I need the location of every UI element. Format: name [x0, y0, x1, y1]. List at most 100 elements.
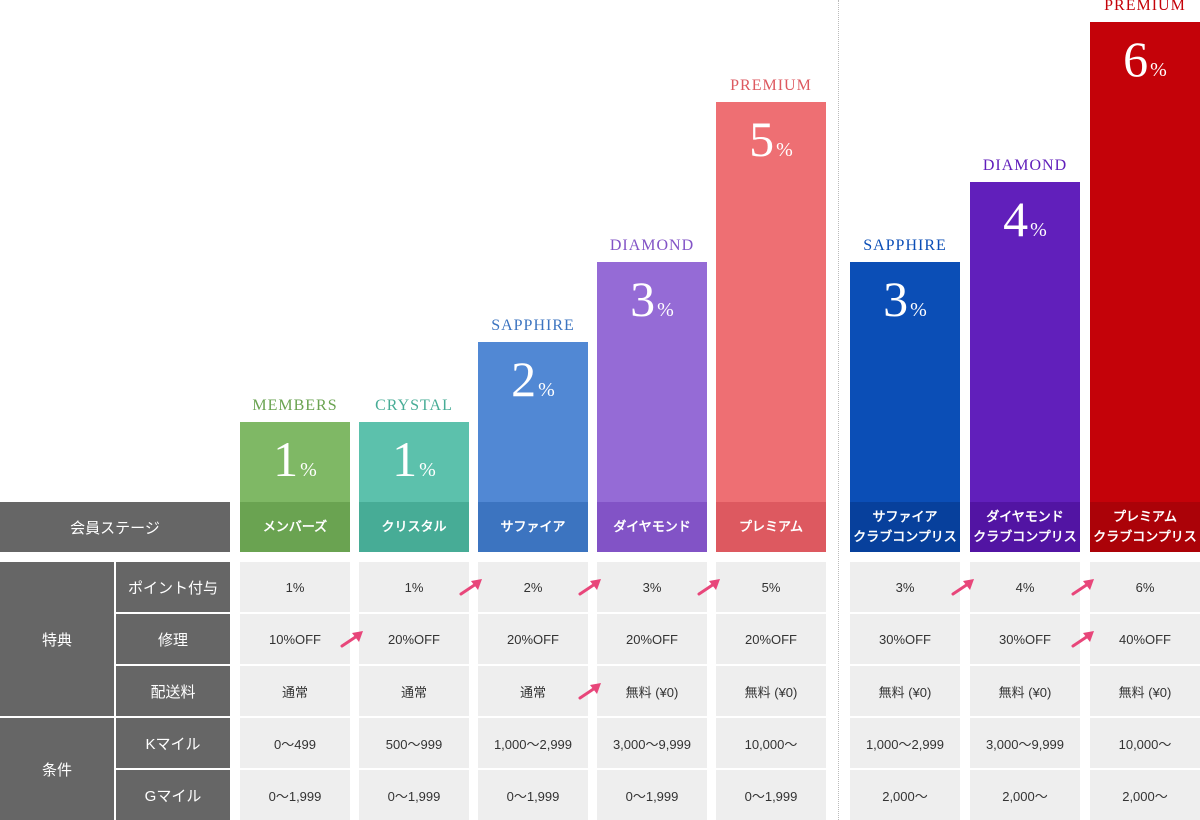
tier-stage-name: サファイア [500, 519, 566, 534]
tier-stage-name: クリスタル [381, 519, 447, 534]
tier-bar [359, 422, 469, 502]
tier-stage-label: プレミアム [716, 502, 826, 552]
tier-stage-label: ダイヤモンド クラブコンプリス [970, 502, 1080, 552]
tier-bar [478, 342, 588, 502]
tier-percent: 3% [850, 270, 960, 328]
tier-bar [240, 422, 350, 502]
points-row-header: ポイント付与 [116, 562, 230, 612]
benefits-header-label: 特典 [41, 631, 72, 649]
tier-stage-label: ダイヤモンド [597, 502, 707, 552]
tier-bar [716, 102, 826, 502]
tier-percent: 1% [240, 430, 350, 488]
stage-header: 会員ステージ [0, 502, 230, 552]
conditions-header: 条件 [0, 718, 114, 820]
tier-name: PREMIUM [1104, 0, 1186, 14]
tier-percent-unit: % [1030, 219, 1047, 241]
upgrade-arrow-icon [340, 631, 363, 648]
tier-stage-subname: クラブコンプリス [973, 529, 1077, 544]
tier-percent: 5% [716, 110, 826, 168]
cell-kmile: 10,000〜 [1090, 718, 1200, 768]
repair-row-label: 修理 [157, 631, 188, 649]
upgrade-arrow-icon [697, 579, 720, 596]
tier-percent-unit: % [910, 299, 927, 321]
cell-points: 3% [597, 562, 707, 612]
tier-percent: 6% [1090, 30, 1200, 88]
upgrade-arrow-icon [951, 579, 974, 596]
tier-percent-unit: % [776, 139, 793, 161]
cell-kmile: 3,000〜9,999 [597, 718, 707, 768]
points-row-label: ポイント付与 [127, 579, 218, 597]
tier-bar [1090, 22, 1200, 502]
tier-percent: 4% [970, 190, 1080, 248]
tier-name: SAPPHIRE [491, 317, 575, 334]
cell-gmile: 2,000〜 [850, 770, 960, 820]
tier-percent-number: 4 [1003, 191, 1029, 247]
tier-percent-unit: % [657, 299, 674, 321]
cell-points: 3% [850, 562, 960, 612]
cell-shipping: 通常 [359, 666, 469, 716]
tier-bar [597, 262, 707, 502]
cell-kmile: 10,000〜 [716, 718, 826, 768]
tier-stage-label: クリスタル [359, 502, 469, 552]
repair-row-header: 修理 [116, 614, 230, 664]
tier-bar [850, 262, 960, 502]
cell-repair: 20%OFF [716, 614, 826, 664]
upgrade-arrow-icon [1071, 631, 1094, 648]
tier-stage-name: サファイア [872, 509, 938, 524]
cell-gmile: 0〜1,999 [478, 770, 588, 820]
tier-name: DIAMOND [609, 237, 695, 254]
stage-header-label: 会員ステージ [70, 519, 160, 537]
tier-stage-name: プレミアム [738, 519, 804, 534]
cell-shipping: 無料 (¥0) [970, 666, 1080, 716]
tier-percent: 3% [597, 270, 707, 328]
cell-gmile: 0〜1,999 [240, 770, 350, 820]
tier-name: DIAMOND [982, 157, 1068, 174]
cell-kmile: 0〜499 [240, 718, 350, 768]
shipping-row-label: 配送料 [150, 683, 196, 701]
tier-name: PREMIUM [730, 77, 812, 94]
kmile-row-label: Kマイル [145, 735, 201, 753]
tier-percent-number: 5 [749, 111, 775, 167]
cell-shipping: 無料 (¥0) [1090, 666, 1200, 716]
tier-stage-name: プレミアム [1112, 509, 1178, 524]
tier-stage-subname: クラブコンプリス [1093, 529, 1197, 544]
cell-points: 6% [1090, 562, 1200, 612]
cell-repair: 10%OFF [240, 614, 350, 664]
upgrade-arrow-icon [459, 579, 482, 596]
tier-percent-unit: % [1150, 59, 1167, 81]
cell-gmile: 0〜1,999 [597, 770, 707, 820]
cell-kmile: 1,000〜2,999 [478, 718, 588, 768]
tier-percent-unit: % [419, 459, 436, 481]
cell-points: 1% [359, 562, 469, 612]
tier-percent-number: 1 [392, 431, 418, 487]
tier-name: CRYSTAL [375, 397, 453, 414]
cell-gmile: 2,000〜 [1090, 770, 1200, 820]
tier-percent-number: 1 [273, 431, 299, 487]
tier-percent-number: 2 [511, 351, 537, 407]
cell-gmile: 0〜1,999 [359, 770, 469, 820]
cell-repair: 20%OFF [478, 614, 588, 664]
tier-percent-number: 6 [1123, 31, 1149, 87]
tier-stage-name: ダイヤモンド [613, 519, 691, 534]
cell-shipping: 無料 (¥0) [850, 666, 960, 716]
cell-shipping: 通常 [478, 666, 588, 716]
conditions-header-label: 条件 [41, 761, 72, 779]
tier-stage-label: メンバーズ [240, 502, 350, 552]
cell-shipping: 無料 (¥0) [716, 666, 826, 716]
tier-stage-subname: クラブコンプリス [853, 529, 957, 544]
tier-percent: 1% [359, 430, 469, 488]
cell-repair: 20%OFF [359, 614, 469, 664]
cell-gmile: 2,000〜 [970, 770, 1080, 820]
cell-shipping: 無料 (¥0) [597, 666, 707, 716]
cell-repair: 30%OFF [850, 614, 960, 664]
cell-gmile: 0〜1,999 [716, 770, 826, 820]
cell-points: 5% [716, 562, 826, 612]
benefits-header: 特典 [0, 562, 114, 716]
tier-stage-label: プレミアムクラブコンプリス [1090, 502, 1200, 552]
cell-points: 4% [970, 562, 1080, 612]
tier-name: SAPPHIRE [863, 237, 947, 254]
shipping-row-header: 配送料 [116, 666, 230, 716]
cell-kmile: 500〜999 [359, 718, 469, 768]
cell-repair: 30%OFF [970, 614, 1080, 664]
tier-percent-unit: % [538, 379, 555, 401]
